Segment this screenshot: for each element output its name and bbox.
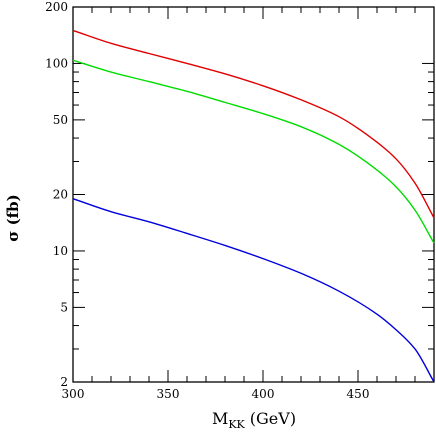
x-axis-title-subscript: KK bbox=[228, 418, 245, 431]
y-tick-label: 50 bbox=[53, 113, 68, 127]
tick-marks-group bbox=[72, 6, 435, 383]
y-tick-label: 10 bbox=[53, 244, 68, 258]
plot-frame-group bbox=[72, 6, 435, 383]
x-tick-label: 350 bbox=[157, 387, 180, 401]
series-group bbox=[72, 29, 435, 383]
x-tick-label: 400 bbox=[252, 387, 275, 401]
y-tick-label: 2 bbox=[60, 375, 68, 389]
plot-frame bbox=[72, 6, 435, 383]
series-line-red bbox=[72, 29, 435, 219]
y-tick-label: 100 bbox=[45, 56, 68, 70]
y-axis-title: σ (fb) bbox=[4, 194, 22, 241]
y-tick-label: 20 bbox=[53, 188, 68, 202]
x-axis-title-unit: (GeV) bbox=[250, 409, 296, 428]
series-line-blue bbox=[72, 198, 435, 383]
y-tick-label: 5 bbox=[60, 300, 68, 314]
y-tick-label: 200 bbox=[45, 0, 68, 14]
x-tick-label: 450 bbox=[347, 387, 370, 401]
series-line-green bbox=[72, 59, 435, 244]
x-axis-title-symbol: M bbox=[212, 409, 228, 428]
tick-labels-group: 300 350 400 450 2 5 10 20 50 100 200 bbox=[45, 0, 369, 401]
x-tick-label: 300 bbox=[62, 387, 85, 401]
x-axis-title: MKK (GeV) bbox=[212, 409, 296, 431]
